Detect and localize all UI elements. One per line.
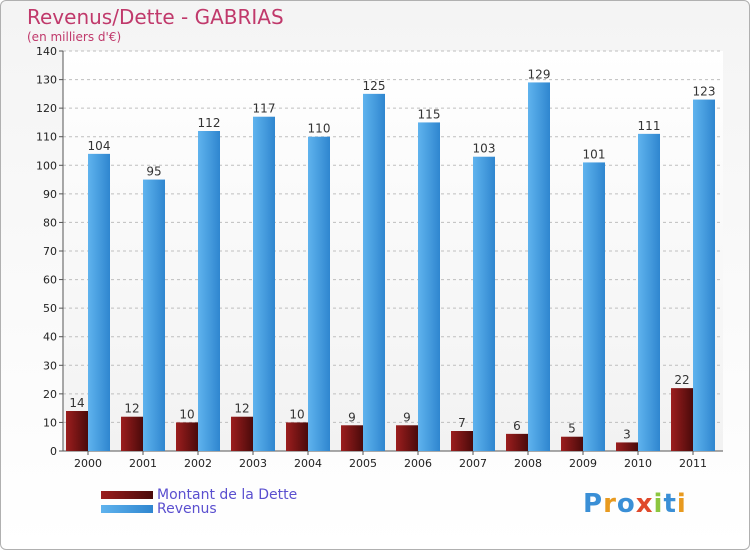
bar-revenus-2000 <box>88 153 110 451</box>
chart-title: Revenus/Dette - GABRIAS <box>27 5 284 29</box>
legend-label-debt: Montant de la Dette <box>157 487 298 503</box>
bar-debt-2008 <box>506 433 528 451</box>
legend-swatch-debt <box>101 491 153 499</box>
data-label-revenus-2002: 112 <box>198 116 221 130</box>
legend-label-revenus: Revenus <box>157 501 217 517</box>
x-tick-label: 2002 <box>184 457 212 470</box>
bar-revenus-2003 <box>253 116 275 451</box>
data-label-revenus-2003: 117 <box>253 102 276 116</box>
data-label-revenus-2010: 111 <box>638 119 661 133</box>
y-tick-label: 70 <box>43 245 57 258</box>
logo-letter: o <box>616 489 636 519</box>
y-tick-label: 30 <box>43 359 57 372</box>
bar-revenus-2002 <box>198 131 220 451</box>
logo-letter: x <box>635 489 654 519</box>
proxiti-logo: Proxiti <box>583 489 687 519</box>
data-label-revenus-2001: 95 <box>146 165 161 179</box>
y-tick-label: 10 <box>43 416 57 429</box>
x-tick-label: 2001 <box>129 457 157 470</box>
x-tick-label: 2010 <box>624 457 652 470</box>
x-tick-label: 2011 <box>679 457 707 470</box>
logo-letter: t <box>663 489 677 519</box>
data-label-debt-2003: 12 <box>234 402 249 416</box>
legend-swatch-revenus <box>101 505 153 513</box>
data-label-debt-2005: 9 <box>348 410 356 424</box>
bar-revenus-2006 <box>418 122 440 451</box>
data-label-debt-2009: 5 <box>568 422 576 436</box>
bar-debt-2005 <box>341 425 363 451</box>
y-tick-label: 0 <box>50 445 57 458</box>
y-tick-label: 140 <box>36 45 57 58</box>
bar-revenus-2008 <box>528 82 550 451</box>
logo-letter: i <box>676 489 687 519</box>
data-label-revenus-2009: 101 <box>583 147 606 161</box>
y-tick-label: 90 <box>43 188 57 201</box>
y-tick-label: 80 <box>43 216 57 229</box>
data-label-revenus-2006: 115 <box>418 107 441 121</box>
data-label-debt-2000: 14 <box>69 396 84 410</box>
bar-debt-2004 <box>286 422 308 451</box>
bar-debt-2009 <box>561 436 583 451</box>
legend-item-debt: Montant de la Dette <box>101 487 298 503</box>
y-tick-label: 100 <box>36 159 57 172</box>
bar-debt-2010 <box>616 442 638 451</box>
bar-revenus-2011 <box>693 99 715 452</box>
data-label-revenus-2005: 125 <box>363 79 386 93</box>
x-tick-label: 2005 <box>349 457 377 470</box>
data-label-revenus-2008: 129 <box>528 67 551 81</box>
y-tick-label: 40 <box>43 331 57 344</box>
logo-letter: i <box>653 489 664 519</box>
chart-subtitle: (en milliers d'€) <box>27 30 122 44</box>
bar-debt-2003 <box>231 416 253 451</box>
x-tick-label: 2009 <box>569 457 597 470</box>
y-tick-label: 130 <box>36 74 57 87</box>
x-tick-label: 2004 <box>294 457 322 470</box>
data-label-debt-2007: 7 <box>458 416 466 430</box>
x-tick-label: 2006 <box>404 457 432 470</box>
data-label-revenus-2007: 103 <box>473 142 496 156</box>
bar-debt-2001 <box>121 416 143 451</box>
data-label-debt-2008: 6 <box>513 419 521 433</box>
data-label-debt-2011: 22 <box>674 373 689 387</box>
y-tick-label: 120 <box>36 102 57 115</box>
y-tick-label: 110 <box>36 131 57 144</box>
data-label-debt-2004: 10 <box>289 407 304 421</box>
bar-debt-2007 <box>451 431 473 451</box>
bar-revenus-2004 <box>308 136 330 451</box>
y-tick-label: 20 <box>43 388 57 401</box>
data-label-debt-2001: 12 <box>124 402 139 416</box>
legend-item-revenus: Revenus <box>101 501 217 517</box>
x-tick-label: 2008 <box>514 457 542 470</box>
x-tick-label: 2007 <box>459 457 487 470</box>
bar-revenus-2009 <box>583 162 605 451</box>
bar-debt-2006 <box>396 425 418 451</box>
data-label-debt-2010: 3 <box>623 427 631 441</box>
bar-debt-2011 <box>671 388 693 451</box>
bar-revenus-2010 <box>638 133 660 451</box>
logo-letter: P <box>583 489 604 519</box>
x-tick-label: 2003 <box>239 457 267 470</box>
logo-letter: r <box>603 489 617 519</box>
bar-debt-2000 <box>66 411 88 451</box>
data-label-revenus-2000: 104 <box>88 139 111 153</box>
y-tick-label: 60 <box>43 274 57 287</box>
data-label-revenus-2004: 110 <box>308 122 331 136</box>
bar-revenus-2005 <box>363 93 385 451</box>
y-tick-label: 50 <box>43 302 57 315</box>
x-tick-label: 2000 <box>74 457 102 470</box>
data-label-revenus-2011: 123 <box>693 85 716 99</box>
data-label-debt-2006: 9 <box>403 410 411 424</box>
bar-revenus-2007 <box>473 156 495 451</box>
data-label-debt-2002: 10 <box>179 407 194 421</box>
bar-revenus-2001 <box>143 179 165 452</box>
bar-debt-2002 <box>176 422 198 451</box>
